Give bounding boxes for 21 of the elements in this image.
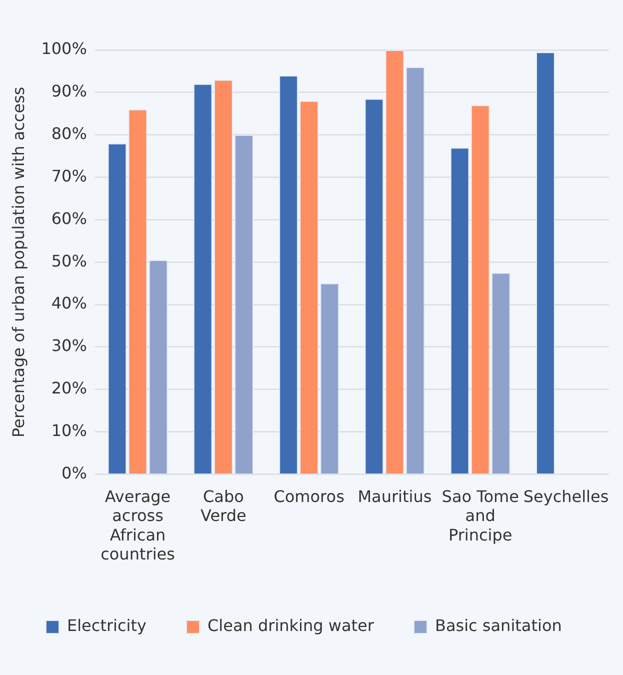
x-tick-label: Seychelles: [523, 486, 609, 506]
y-axis-title: Percentage of urban population with access: [8, 86, 28, 438]
y-tick-label: 100%: [41, 39, 87, 58]
legend-label: Basic sanitation: [434, 616, 562, 636]
y-tick-label: 40%: [51, 294, 87, 313]
x-tick-label: Cabo Verde: [200, 486, 246, 526]
y-tick-label: 10%: [51, 420, 87, 440]
x-tick-label: Sao Tome and Principe: [442, 486, 519, 544]
y-tick-label: 20%: [51, 378, 87, 398]
x-tick-label: Average across African countries: [100, 486, 175, 564]
y-tick-label: 30%: [51, 336, 87, 356]
y-tick-label: 80%: [51, 124, 87, 143]
legend-label: Electricity: [67, 616, 146, 636]
y-tick-label: 50%: [51, 251, 87, 270]
y-tick-label: 60%: [51, 208, 87, 228]
x-tick-label: Comoros: [274, 486, 344, 506]
legend-label: Clean drinking water: [207, 616, 374, 636]
y-tick-label: 0%: [62, 463, 87, 482]
x-tick-label: Mauritius: [358, 486, 432, 506]
y-tick-label: 70%: [51, 166, 87, 186]
y-tick-label: 90%: [51, 82, 87, 101]
